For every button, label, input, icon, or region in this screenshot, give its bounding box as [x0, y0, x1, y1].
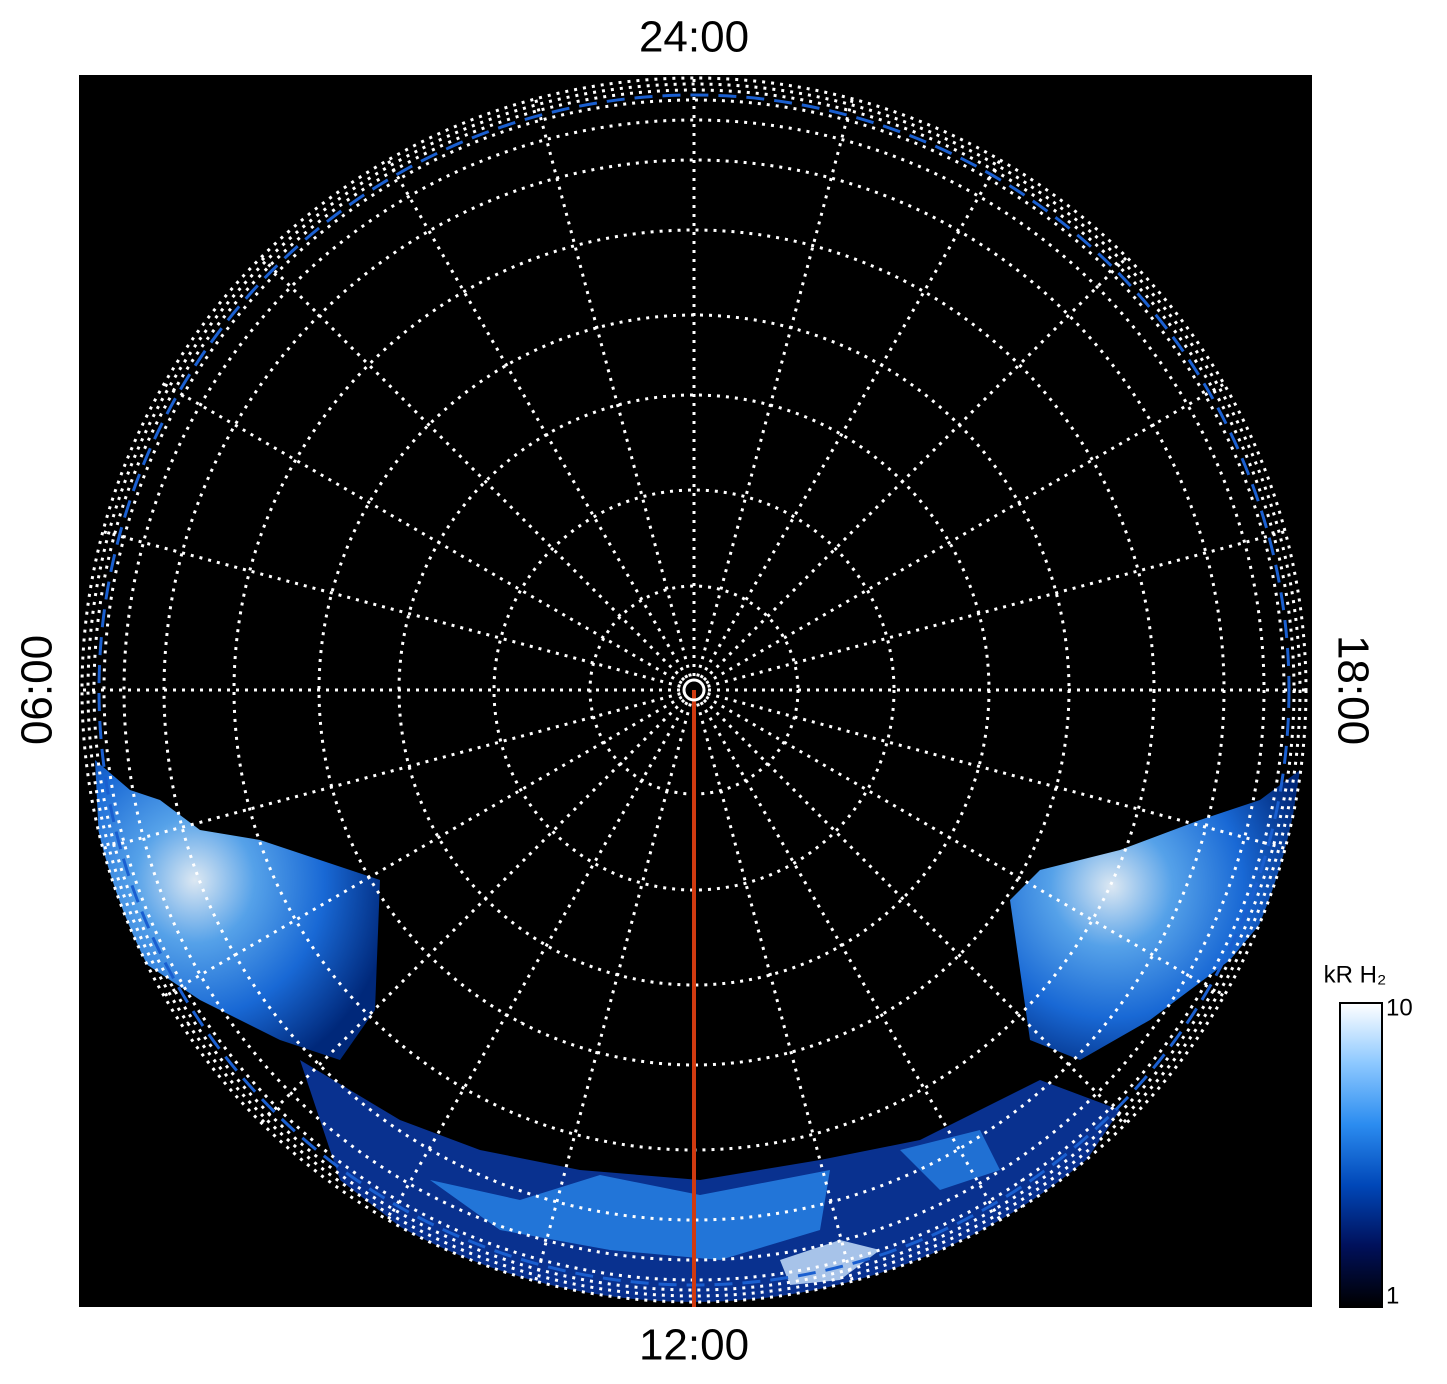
meridian-line — [696, 98, 854, 677]
latitude-ring — [122, 118, 1266, 1262]
meridian-line — [699, 159, 1002, 679]
pole-marker — [682, 678, 706, 702]
meridian-line — [707, 692, 1286, 850]
meridian-line — [702, 698, 1128, 1124]
latitude-ring — [86, 82, 1302, 1298]
meridian-line — [705, 695, 1225, 998]
bottom-label: 12:00 — [639, 1321, 749, 1370]
colorbar-label: kR H₂ — [1324, 961, 1387, 988]
meridian-line — [386, 159, 689, 679]
meridian-line — [534, 703, 692, 1282]
latitude-ring — [80, 76, 1308, 1304]
aurora-emission — [95, 760, 1300, 1302]
top-label: 24:00 — [639, 13, 749, 62]
meridian-line — [705, 382, 1225, 685]
left-label: 06:00 — [13, 635, 62, 745]
meridian-line — [699, 701, 1002, 1221]
latitude-ring — [492, 488, 896, 892]
meridian-line — [707, 530, 1286, 688]
right-label: 18:00 — [1328, 635, 1377, 745]
meridian-line — [696, 703, 854, 1282]
meridian-line — [260, 698, 686, 1124]
colorbar-tick-label: 1 — [1386, 1282, 1399, 1309]
meridian-line — [102, 692, 681, 850]
colorbar — [1339, 1002, 1383, 1308]
meridian-line — [102, 530, 681, 688]
meridian-line — [163, 382, 683, 685]
meridian-line — [260, 256, 686, 682]
meridian-line — [386, 701, 689, 1221]
meridian-line — [163, 695, 683, 998]
colorbar-tick-label: 10 — [1386, 994, 1413, 1021]
meridian-line — [534, 98, 692, 677]
meridian-line — [702, 256, 1128, 682]
